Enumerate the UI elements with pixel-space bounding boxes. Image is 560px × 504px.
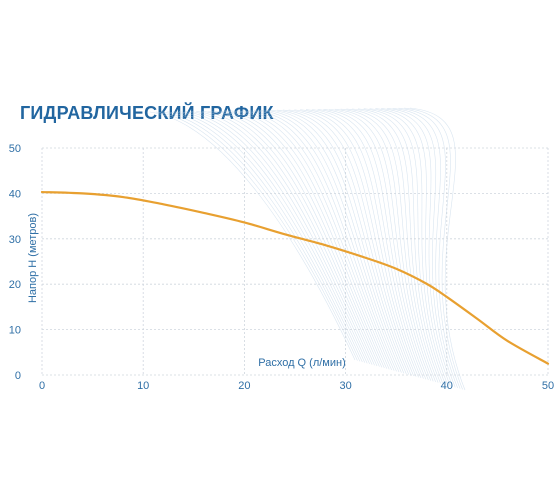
- ticks: 0 10 20 30 40 50 0 10 20 30 40 50: [9, 143, 554, 392]
- swoosh-line: [236, 110, 392, 371]
- grid: [41, 147, 549, 376]
- swoosh-line: [346, 108, 439, 383]
- swoosh-line: [288, 109, 414, 377]
- y-tick-label: 50: [9, 143, 21, 155]
- y-tick-label: 10: [9, 325, 21, 337]
- y-tick-label: 40: [9, 188, 21, 200]
- y-tick-label: 0: [15, 370, 21, 382]
- swoosh-line: [409, 107, 466, 391]
- curve-layer: [40, 190, 550, 365]
- swoosh-line: [398, 107, 461, 389]
- swoosh-line: [311, 109, 424, 379]
- swoosh-line: [381, 108, 454, 387]
- swoosh-line: [201, 110, 378, 367]
- swoosh-line: [190, 111, 373, 365]
- swoosh-line: [369, 108, 449, 386]
- swoosh-line: [155, 111, 358, 361]
- swoosh-line: [352, 108, 441, 384]
- x-tick-label: 30: [339, 380, 351, 392]
- y-tick-label: 30: [9, 234, 21, 246]
- swoosh-line: [225, 110, 388, 369]
- decorative-swoosh: [149, 107, 466, 391]
- swoosh-line: [392, 107, 458, 389]
- x-axis-label: Расход Q (л/мин): [258, 357, 346, 369]
- swoosh-line: [305, 109, 422, 379]
- swoosh-line: [184, 111, 370, 365]
- swoosh-line: [334, 108, 434, 382]
- x-tick-label: 40: [441, 380, 453, 392]
- swoosh-line: [259, 110, 402, 373]
- swoosh-line: [253, 110, 400, 373]
- x-tick-label: 0: [39, 380, 45, 392]
- swoosh-line: [363, 108, 446, 385]
- swoosh-line: [230, 110, 390, 370]
- swoosh-line: [294, 109, 417, 377]
- swoosh-line: [196, 110, 375, 366]
- x-tick-label: 10: [137, 380, 149, 392]
- x-tick-label: 50: [542, 380, 554, 392]
- swoosh-line: [149, 111, 356, 361]
- swoosh-line: [282, 109, 412, 376]
- y-tick-label: 20: [9, 279, 21, 291]
- swoosh-line: [404, 107, 463, 390]
- y-axis-label: Напор Н (метров): [27, 213, 39, 303]
- swoosh-line: [375, 108, 451, 387]
- swoosh-line: [386, 108, 456, 388]
- swoosh-line: [323, 109, 429, 381]
- swoosh-line: [317, 109, 427, 380]
- swoosh-line: [173, 111, 366, 363]
- swoosh-line: [329, 108, 432, 381]
- x-tick-label: 20: [238, 380, 250, 392]
- chart-title: ГИДРАВЛИЧЕСКИЙ ГРАФИК: [20, 103, 274, 123]
- swoosh-line: [248, 110, 397, 372]
- swoosh-line: [277, 109, 410, 375]
- swoosh-line: [178, 111, 368, 364]
- swoosh-line: [213, 110, 383, 368]
- swoosh-line: [219, 110, 385, 369]
- swoosh-line: [357, 108, 444, 385]
- swoosh-line: [207, 110, 380, 367]
- swoosh-line: [340, 108, 436, 383]
- swoosh-line: [167, 111, 363, 363]
- swoosh-line: [300, 109, 419, 378]
- swoosh-line: [161, 111, 361, 362]
- series-line: [40, 190, 550, 365]
